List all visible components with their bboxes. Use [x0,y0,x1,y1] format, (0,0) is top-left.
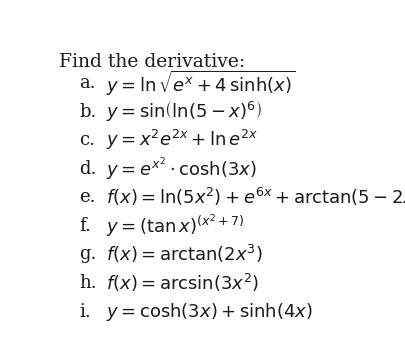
Text: $y = x^2 e^{2x} + \ln e^{2x}$: $y = x^2 e^{2x} + \ln e^{2x}$ [106,128,257,152]
Text: $y = \ln\sqrt{e^x + 4\,\sinh(x)}$: $y = \ln\sqrt{e^x + 4\,\sinh(x)}$ [106,68,294,98]
Text: i.: i. [79,303,91,321]
Text: g.: g. [79,245,96,263]
Text: a.: a. [79,74,96,92]
Text: $f(x) = \arcsin\!\left(3x^2\right)$: $f(x) = \arcsin\!\left(3x^2\right)$ [106,272,258,294]
Text: e.: e. [79,189,95,207]
Text: b.: b. [79,103,96,121]
Text: c.: c. [79,131,95,149]
Text: $f(x) = \arctan(2x^3)$: $f(x) = \arctan(2x^3)$ [106,243,262,265]
Text: $f(x) = \ln(5x^2) + e^{6x} + \arctan(5 - 2x)$: $f(x) = \ln(5x^2) + e^{6x} + \arctan(5 -… [106,186,405,208]
Text: $y = \sin\!\left(\ln(5-x)^6\right)$: $y = \sin\!\left(\ln(5-x)^6\right)$ [106,100,261,124]
Text: $y = \cosh(3x) + \sinh(4x)$: $y = \cosh(3x) + \sinh(4x)$ [106,300,312,323]
Text: Find the derivative:: Find the derivative: [58,53,244,71]
Text: f.: f. [79,217,91,235]
Text: h.: h. [79,274,96,292]
Text: $y = (\tan x)^{(x^2+7)}$: $y = (\tan x)^{(x^2+7)}$ [106,212,244,240]
Text: $y = e^{x^2} \cdot \cosh(3x)$: $y = e^{x^2} \cdot \cosh(3x)$ [106,155,256,183]
Text: d.: d. [79,160,96,178]
